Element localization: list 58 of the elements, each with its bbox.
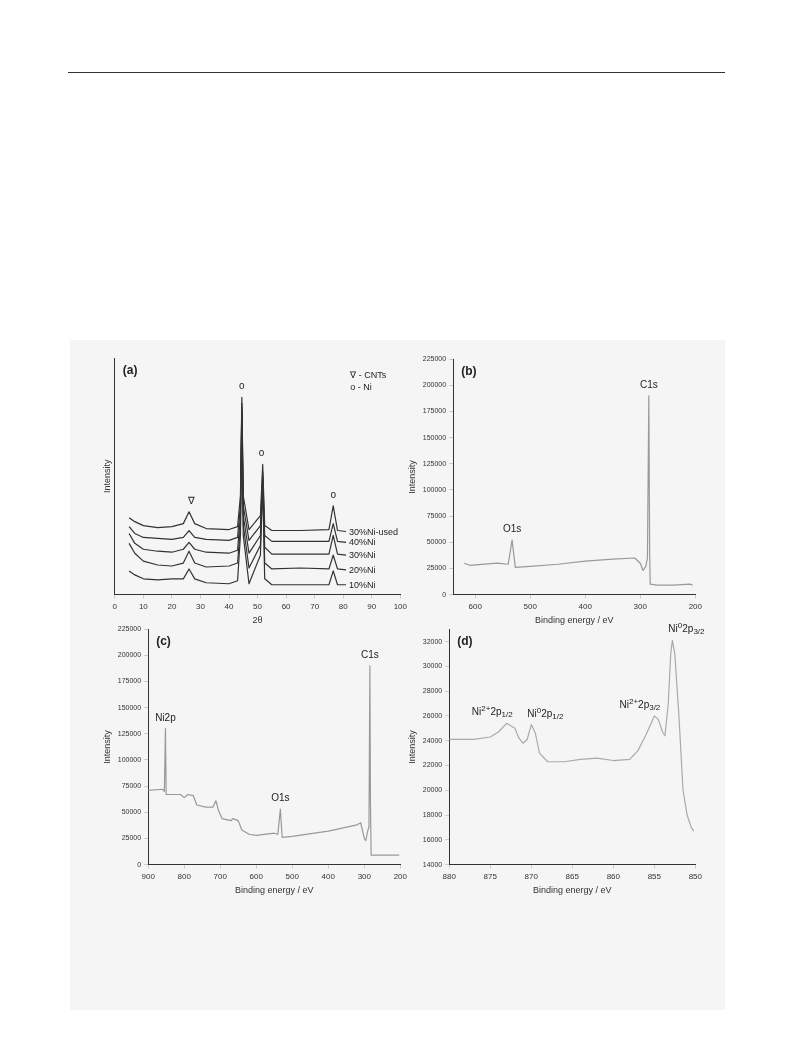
x-tick-label: 850	[688, 871, 703, 881]
x-tick-label: 300	[357, 871, 372, 881]
x-tick-label: 60	[281, 601, 292, 611]
series-label: 10%Ni	[349, 579, 376, 590]
x-tick-label: 855	[647, 871, 662, 881]
annotation: o	[239, 380, 246, 392]
x-tick-label: 10	[138, 601, 149, 611]
x-tick-label: 400	[321, 871, 336, 881]
x-tick-label: 70	[310, 601, 320, 611]
x-tick-label: 875	[483, 871, 498, 881]
annotation: o	[258, 447, 265, 459]
x-axis-title: 2θ	[252, 615, 263, 626]
x-tick-label: 700	[213, 871, 228, 881]
y-axis-title: Intensity	[101, 459, 112, 494]
x-tick-label: 200	[393, 871, 408, 881]
x-tick-label: 900	[141, 871, 156, 881]
annotation: o	[330, 488, 337, 500]
series-label: 20%Ni	[349, 564, 376, 575]
y-axis-title: Intensity	[406, 459, 417, 494]
x-tick-label: 30	[196, 601, 206, 611]
annotation: (c)	[156, 634, 171, 649]
x-tick-label: 400	[578, 601, 593, 611]
text: ∇ - CNTs	[349, 370, 387, 380]
x-tick-label: 200	[688, 601, 703, 611]
annotation: ∇	[187, 494, 196, 506]
text: o - Ni	[350, 382, 372, 392]
x-tick-label: 865	[565, 871, 580, 881]
annotation: C1s	[639, 378, 658, 390]
series-label: 40%Ni	[349, 537, 376, 548]
y-axis-title: Intensity	[101, 729, 112, 764]
x-tick-label: 90	[367, 601, 377, 611]
x-tick-label: 800	[177, 871, 192, 881]
annotation: (d)	[457, 634, 473, 649]
x-tick-label: 40	[224, 601, 235, 611]
x-axis-title: Binding energy / eV	[234, 885, 314, 896]
x-tick-label: 500	[523, 601, 538, 611]
x-tick-label: 300	[633, 601, 648, 611]
x-tick-label: 870	[524, 871, 539, 881]
annotation: O1s	[502, 523, 522, 535]
x-tick-label: 880	[442, 871, 457, 881]
x-tick-label: 80	[338, 601, 349, 611]
x-axis-title: Binding energy / eV	[534, 615, 614, 626]
annotation: Ni2p	[155, 711, 177, 723]
x-tick-label: 100	[393, 601, 408, 611]
series-label: 30%Ni	[349, 550, 376, 561]
x-tick-label: 600	[468, 601, 483, 611]
x-axis-title: Binding energy / eV	[533, 885, 612, 896]
x-tick-label: 600	[249, 871, 264, 881]
annotation: O1s	[271, 792, 290, 804]
x-tick-label: 20	[167, 601, 177, 611]
x-tick-label: 500	[285, 871, 300, 881]
x-tick-label: 50	[253, 601, 263, 611]
y-axis-title: Intensity	[406, 729, 417, 764]
annotation: C1s	[360, 648, 379, 660]
x-tick-label: 860	[606, 871, 621, 881]
annotation: (b)	[461, 364, 477, 379]
series-label: 30%Ni-used	[349, 526, 399, 537]
text: (a)	[122, 363, 138, 377]
